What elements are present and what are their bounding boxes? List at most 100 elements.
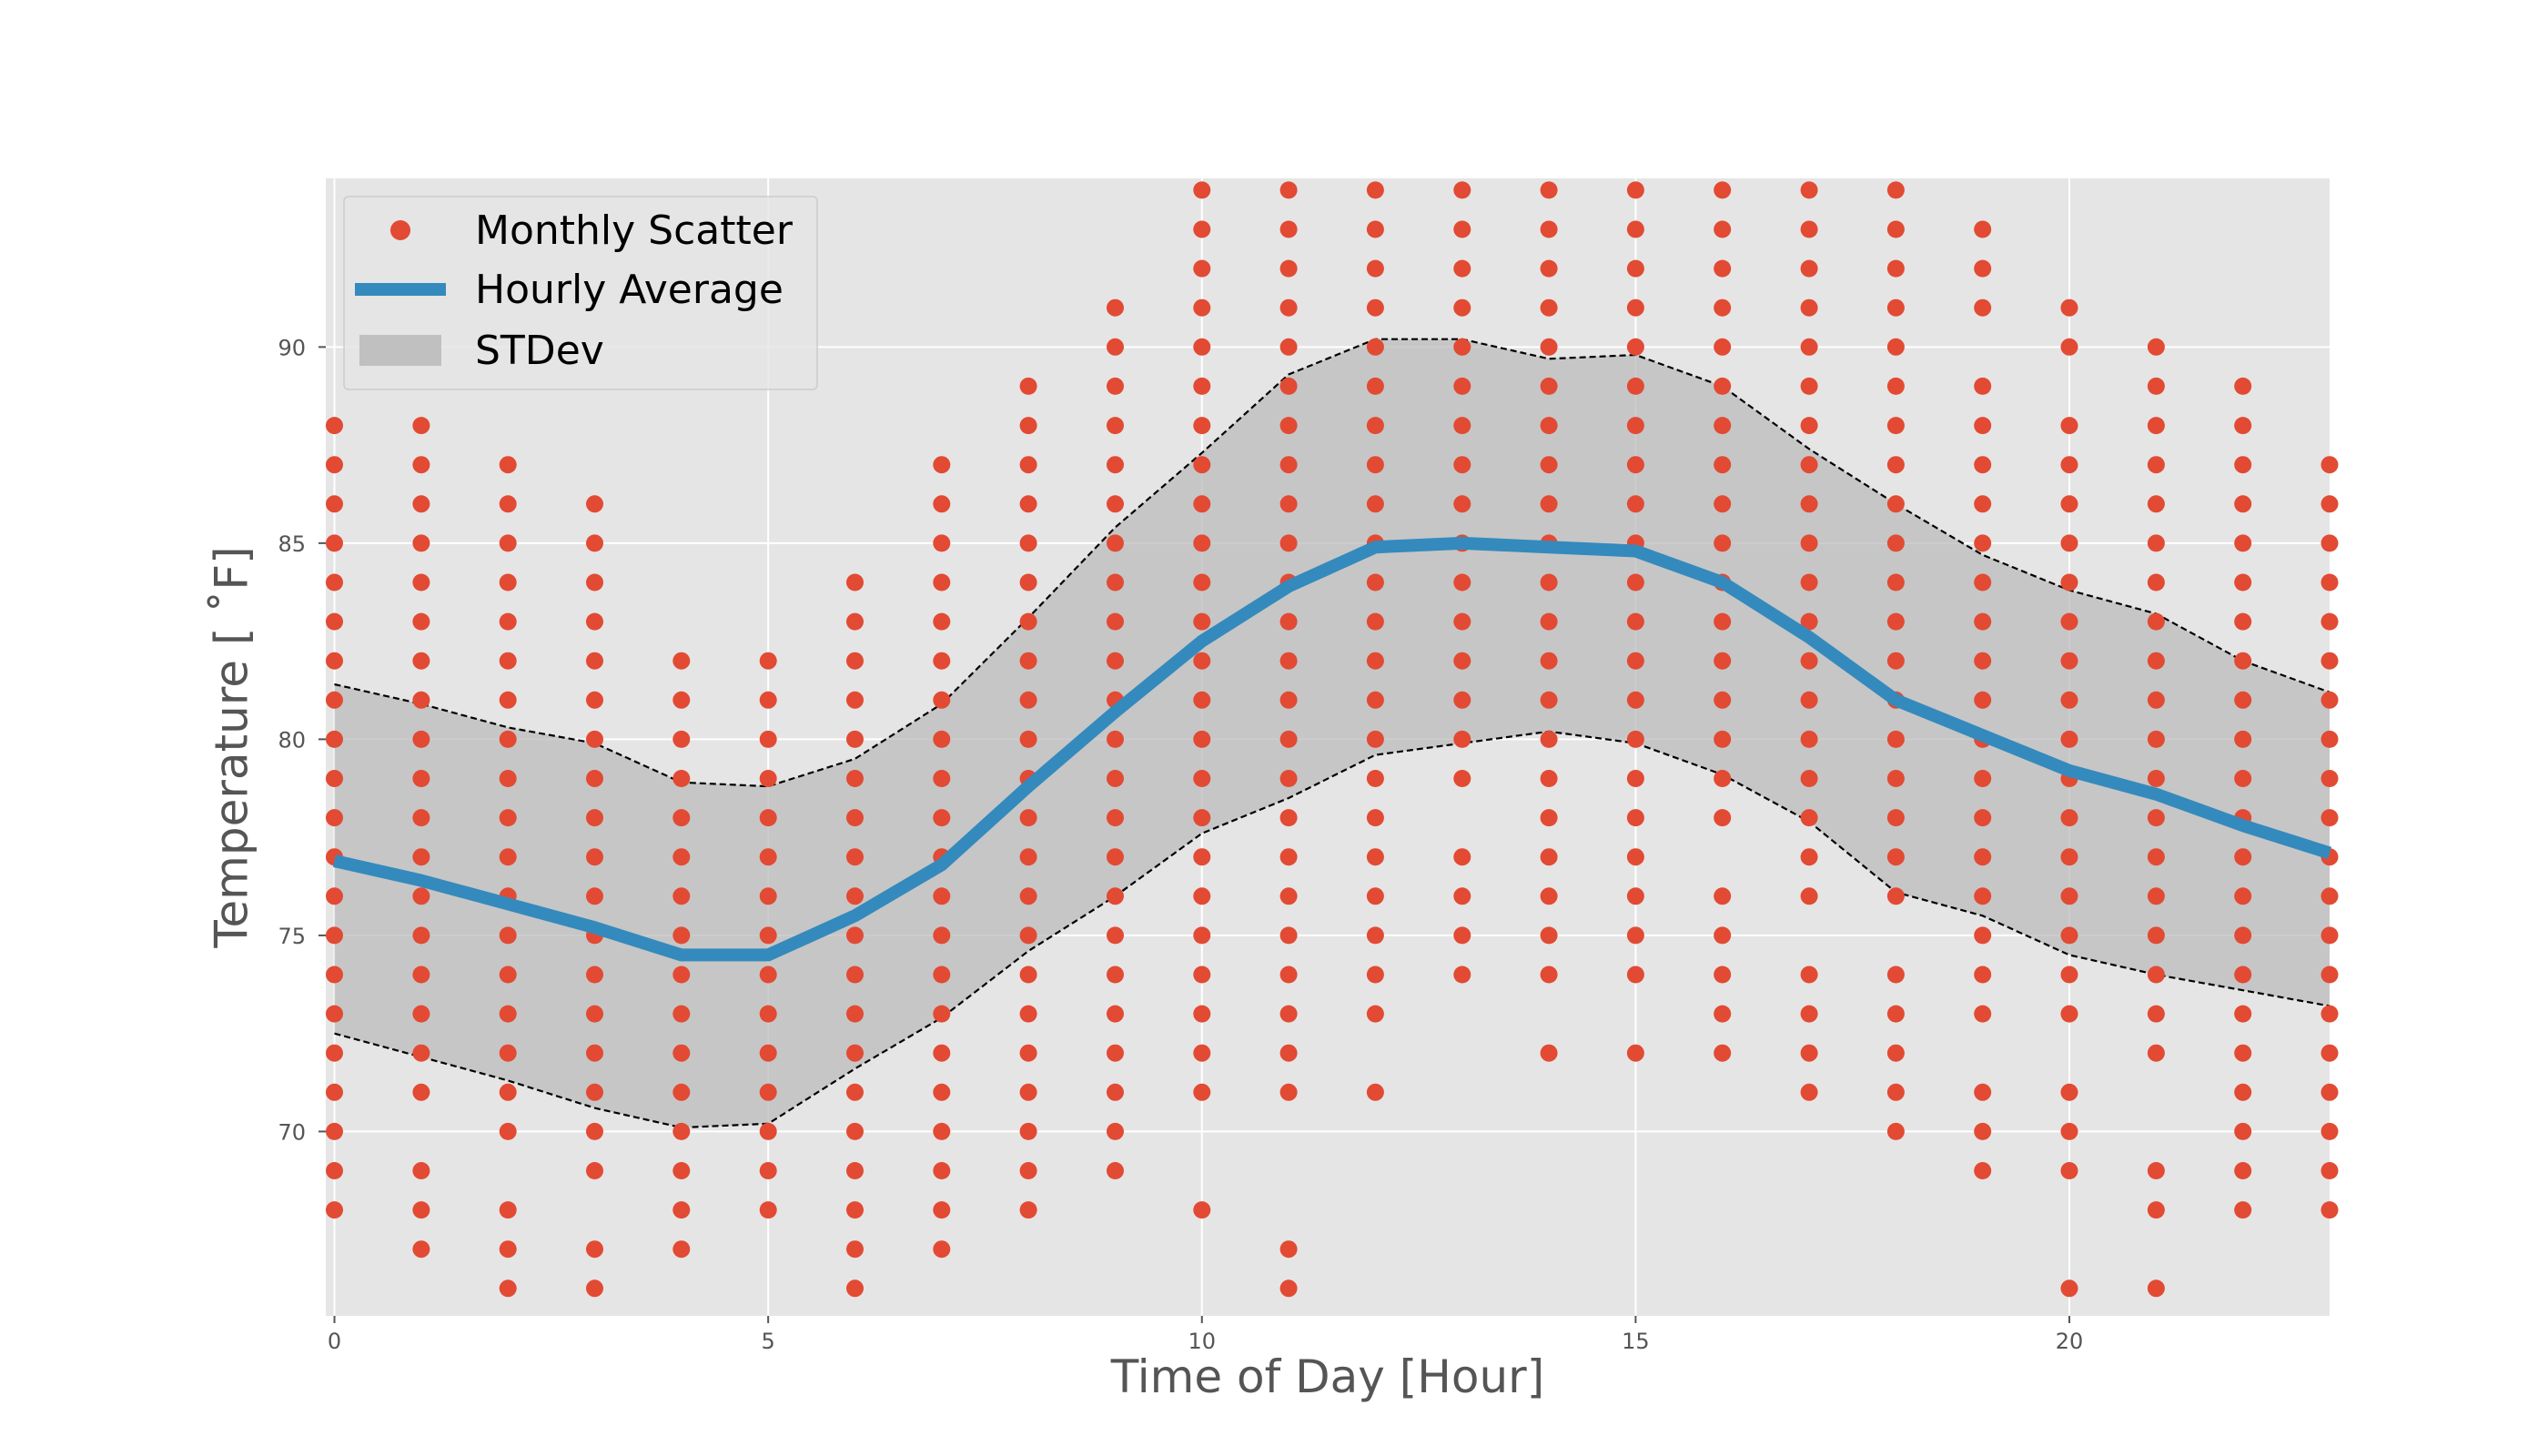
scatter-point — [2234, 1044, 2252, 1062]
scatter-point — [1193, 259, 1211, 278]
scatter-point — [586, 652, 603, 670]
scatter-point — [1626, 652, 1644, 670]
scatter-point — [1886, 181, 1905, 199]
scatter-point — [1453, 848, 1471, 866]
scatter-point — [326, 534, 343, 552]
scatter-point — [846, 730, 864, 748]
scatter-point — [1974, 612, 1992, 631]
scatter-point — [1540, 259, 1558, 278]
scatter-point — [2147, 926, 2165, 945]
scatter-point — [1974, 770, 1992, 787]
scatter-point — [326, 966, 343, 984]
scatter-point — [846, 770, 864, 787]
legend-average-label: Hourly Average — [475, 267, 784, 313]
scatter-point — [672, 887, 691, 905]
scatter-point — [1886, 1083, 1905, 1101]
scatter-point — [2234, 1005, 2252, 1023]
scatter-point — [1453, 495, 1471, 513]
scatter-point — [2147, 966, 2165, 984]
scatter-point — [1714, 652, 1732, 670]
scatter-point — [412, 770, 430, 787]
scatter-point — [586, 966, 603, 984]
y-tick-label: 70 — [278, 1119, 306, 1145]
scatter-point — [672, 848, 691, 866]
scatter-point — [1279, 652, 1298, 670]
scatter-point — [1626, 887, 1644, 905]
scatter-point — [1193, 298, 1211, 317]
scatter-point — [1453, 770, 1471, 787]
scatter-point — [412, 1162, 430, 1179]
scatter-point — [2234, 495, 2252, 513]
scatter-point — [1800, 1044, 1818, 1062]
scatter-point — [2234, 456, 2252, 474]
scatter-point — [846, 966, 864, 984]
scatter-point — [499, 652, 517, 670]
scatter-point — [326, 1044, 343, 1062]
scatter-point — [1714, 887, 1732, 905]
scatter-point — [1800, 220, 1818, 238]
scatter-point — [1279, 848, 1298, 866]
scatter-point — [586, 534, 603, 552]
scatter-point — [1886, 887, 1905, 905]
scatter-point — [499, 809, 517, 827]
scatter-point — [1626, 417, 1644, 435]
scatter-point — [1626, 298, 1644, 317]
scatter-point — [1540, 966, 1558, 984]
scatter-point — [2147, 612, 2165, 631]
scatter-point — [586, 1044, 603, 1062]
scatter-point — [499, 770, 517, 787]
scatter-point — [1886, 534, 1905, 552]
scatter-point — [1626, 338, 1644, 356]
scatter-point — [2234, 770, 2252, 787]
scatter-point — [1107, 1044, 1124, 1062]
scatter-point — [586, 691, 603, 709]
scatter-point — [2320, 495, 2339, 513]
scatter-point — [1540, 456, 1558, 474]
scatter-point — [1974, 1162, 1992, 1179]
scatter-point — [2234, 612, 2252, 631]
scatter-point — [1714, 770, 1732, 787]
scatter-point — [1626, 926, 1644, 945]
scatter-point — [412, 1201, 430, 1219]
scatter-point — [933, 1201, 951, 1219]
scatter-point — [933, 809, 951, 827]
scatter-point — [1886, 1122, 1905, 1140]
scatter-point — [1279, 495, 1298, 513]
scatter-point — [846, 1240, 864, 1259]
scatter-point — [499, 926, 517, 945]
scatter-point — [326, 887, 343, 905]
scatter-point — [2147, 338, 2165, 356]
scatter-point — [586, 730, 603, 748]
scatter-point — [1279, 1083, 1298, 1101]
scatter-point — [326, 652, 343, 670]
scatter-point — [1279, 220, 1298, 238]
scatter-point — [1540, 338, 1558, 356]
scatter-point — [2147, 730, 2165, 748]
scatter-point — [672, 730, 691, 748]
scatter-point — [1800, 573, 1818, 592]
scatter-point — [326, 1005, 343, 1023]
scatter-point — [2147, 534, 2165, 552]
scatter-point — [1279, 1279, 1298, 1298]
scatter-point — [1279, 1044, 1298, 1062]
scatter-point — [1974, 809, 1992, 827]
scatter-point — [1193, 848, 1211, 866]
scatter-point — [2320, 1005, 2339, 1023]
scatter-point — [1453, 652, 1471, 670]
scatter-point — [586, 612, 603, 631]
scatter-point — [1714, 181, 1732, 199]
scatter-point — [1279, 298, 1298, 317]
legend: Monthly Scatter Hourly Average STDev — [343, 196, 818, 390]
scatter-point — [326, 1162, 343, 1179]
scatter-point — [326, 1122, 343, 1140]
scatter-point — [1453, 220, 1471, 238]
scatter-point — [1714, 495, 1732, 513]
scatter-point — [1800, 691, 1818, 709]
scatter-point — [846, 1122, 864, 1140]
scatter-point — [326, 809, 343, 827]
scatter-point — [1800, 612, 1818, 631]
scatter-point — [1714, 612, 1732, 631]
scatter-point — [1714, 1005, 1732, 1023]
scatter-point — [326, 1201, 343, 1219]
scatter-point — [326, 612, 343, 631]
